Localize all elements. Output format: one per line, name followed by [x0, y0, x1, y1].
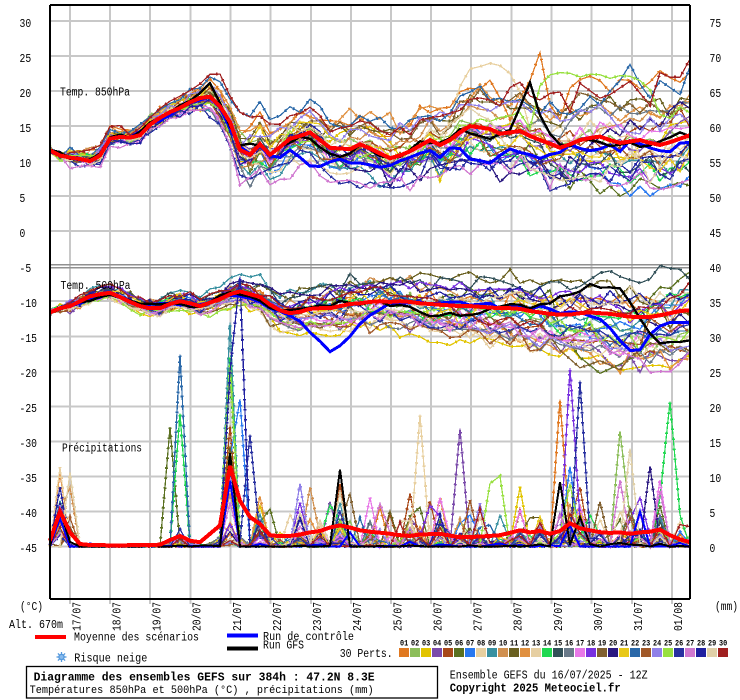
svg-text:01/08: 01/08 — [673, 602, 686, 631]
svg-text:09: 09 — [488, 639, 496, 649]
svg-text:25: 25 — [20, 53, 32, 66]
svg-text:-30: -30 — [20, 438, 38, 451]
svg-text:27/07: 27/07 — [473, 602, 486, 631]
svg-text:30: 30 — [20, 18, 32, 31]
svg-text:0: 0 — [20, 228, 26, 241]
svg-text:31/07: 31/07 — [633, 602, 646, 631]
svg-text:15: 15 — [20, 123, 32, 136]
svg-text:20: 20 — [609, 639, 617, 649]
svg-text:5: 5 — [20, 193, 26, 206]
svg-text:13: 13 — [532, 639, 540, 649]
svg-text:21: 21 — [620, 639, 628, 649]
svg-text:25: 25 — [710, 368, 722, 381]
svg-text:(mm): (mm) — [715, 601, 738, 614]
svg-text:-20: -20 — [20, 368, 38, 381]
svg-text:28/07: 28/07 — [513, 602, 526, 631]
svg-text:23: 23 — [642, 639, 650, 649]
svg-text:Copyright 2025 Meteociel.fr: Copyright 2025 Meteociel.fr — [450, 683, 621, 696]
svg-text:23/07: 23/07 — [312, 602, 325, 631]
svg-text:29/07: 29/07 — [553, 602, 566, 631]
svg-text:Run GFS: Run GFS — [263, 640, 304, 653]
svg-text:10: 10 — [710, 473, 722, 486]
svg-text:08: 08 — [477, 639, 485, 649]
svg-text:-40: -40 — [20, 508, 38, 521]
svg-text:21/07: 21/07 — [232, 602, 245, 631]
svg-text:Risque neige: Risque neige — [74, 653, 147, 666]
svg-text:30/07: 30/07 — [593, 602, 606, 631]
svg-text:70: 70 — [710, 53, 722, 66]
svg-text:Temp. 500hPa: Temp. 500hPa — [61, 280, 131, 293]
svg-text:22/07: 22/07 — [272, 602, 285, 631]
svg-text:19/07: 19/07 — [152, 602, 165, 631]
svg-text:-45: -45 — [20, 543, 38, 556]
svg-text:25/07: 25/07 — [392, 602, 405, 631]
svg-text:5: 5 — [710, 508, 716, 521]
svg-text:20: 20 — [710, 403, 722, 416]
svg-text:Diagramme des ensembles GEFS s: Diagramme des ensembles GEFS sur 384h : … — [34, 671, 375, 685]
svg-text:03: 03 — [422, 639, 430, 649]
svg-text:-35: -35 — [20, 473, 38, 486]
svg-text:-25: -25 — [20, 403, 38, 416]
svg-text:04: 04 — [433, 639, 441, 649]
svg-text:07: 07 — [466, 639, 474, 649]
svg-text:15: 15 — [710, 438, 722, 451]
svg-text:65: 65 — [710, 88, 722, 101]
svg-text:55: 55 — [710, 158, 722, 171]
svg-text:Moyenne des scénarios: Moyenne des scénarios — [74, 632, 199, 645]
svg-text:Ensemble GEFS du 16/07/2025 -: Ensemble GEFS du 16/07/2025 - 12Z — [450, 670, 648, 683]
svg-text:19: 19 — [598, 639, 606, 649]
svg-text:18: 18 — [587, 639, 595, 649]
svg-text:-15: -15 — [20, 333, 38, 346]
svg-text:75: 75 — [710, 18, 722, 31]
svg-text:01: 01 — [400, 639, 408, 649]
svg-text:17: 17 — [576, 639, 584, 649]
svg-text:45: 45 — [710, 228, 722, 241]
svg-text:60: 60 — [710, 123, 722, 136]
svg-text:Alt. 670m: Alt. 670m — [9, 619, 63, 632]
svg-text:18/07: 18/07 — [111, 602, 124, 631]
svg-text:11: 11 — [510, 639, 518, 649]
svg-text:-5: -5 — [20, 263, 32, 276]
svg-text:29: 29 — [708, 639, 716, 649]
svg-text:-10: -10 — [20, 298, 38, 311]
svg-text:40: 40 — [710, 263, 722, 276]
svg-text:10: 10 — [20, 158, 32, 171]
svg-text:20: 20 — [20, 88, 32, 101]
svg-text:26/07: 26/07 — [432, 602, 445, 631]
svg-text:30 Perts.: 30 Perts. — [340, 648, 393, 661]
svg-text:17/07: 17/07 — [71, 602, 84, 631]
svg-text:20/07: 20/07 — [192, 602, 205, 631]
svg-text:12: 12 — [521, 639, 529, 649]
svg-text:Températures 850hPa et 500hPa: Températures 850hPa et 500hPa (°C) , pré… — [30, 685, 374, 697]
svg-text:05: 05 — [444, 639, 452, 649]
svg-text:25: 25 — [664, 639, 672, 649]
svg-text:22: 22 — [631, 639, 639, 649]
svg-text:24: 24 — [653, 639, 661, 649]
svg-text:10: 10 — [499, 639, 507, 649]
svg-text:27: 27 — [686, 639, 694, 649]
svg-text:Temp. 850hPa: Temp. 850hPa — [60, 87, 130, 100]
svg-text:Précipitations: Précipitations — [62, 443, 142, 456]
svg-text:14: 14 — [543, 639, 551, 649]
svg-text:26: 26 — [675, 639, 683, 649]
svg-text:30: 30 — [710, 333, 722, 346]
svg-text:Run de contrôle: Run de contrôle — [263, 631, 354, 644]
svg-text:35: 35 — [710, 298, 722, 311]
svg-text:28: 28 — [697, 639, 705, 649]
svg-text:15: 15 — [554, 639, 562, 649]
svg-text:0: 0 — [710, 543, 716, 556]
svg-text:24/07: 24/07 — [352, 602, 365, 631]
svg-text:(°C): (°C) — [20, 601, 43, 614]
svg-text:16: 16 — [565, 639, 573, 649]
svg-text:06: 06 — [455, 639, 463, 649]
svg-text:30: 30 — [719, 639, 727, 649]
svg-text:50: 50 — [710, 193, 722, 206]
svg-text:02: 02 — [411, 639, 419, 649]
